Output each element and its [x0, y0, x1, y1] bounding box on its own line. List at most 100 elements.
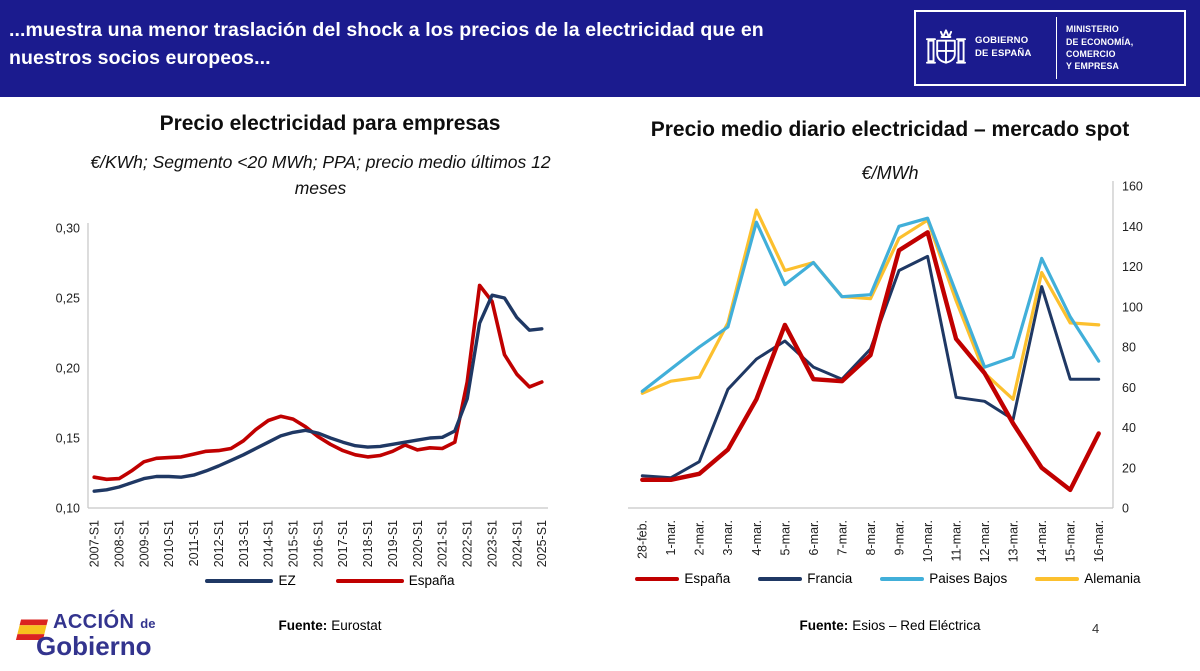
accion-de-gobierno-logo: ACCIÓN de Gobierno: [14, 611, 155, 662]
y-tick-label: 120: [1122, 260, 1143, 274]
x-tick-label: 2013-S1: [237, 520, 251, 567]
x-tick-label: 2022-S1: [461, 520, 475, 567]
logo-divider: [1056, 17, 1057, 79]
gobierno-label-line2: DE ESPAÑA: [975, 48, 1032, 59]
x-tick-label: 2014-S1: [262, 520, 276, 567]
x-tick-label: 5-mar.: [778, 520, 792, 555]
legend-swatch: [335, 578, 404, 583]
x-tick-label: 10-mar.: [921, 520, 935, 562]
series-españa: [92, 283, 544, 482]
x-tick-label: 14-mar.: [1035, 520, 1049, 562]
legend-item-francia: Francia: [758, 571, 852, 586]
legend-item-ez: EZ: [205, 573, 296, 588]
y-tick-label: 140: [1122, 220, 1143, 234]
line-chart-empresas: 0,10 0,15 0,20 0,25 0,30 2007-S1 2008-S1 2009-S…: [56, 222, 550, 568]
x-tick-label: 2007-S1: [88, 520, 102, 567]
x-tick-label: 28-feb.: [636, 520, 650, 559]
x-tick-label: 2010-S1: [162, 520, 176, 567]
source-label: Fuente:: [278, 618, 328, 633]
legend-label: Alemania: [1084, 571, 1141, 586]
flag-stripe-middle: [17, 625, 47, 635]
series-españa: [640, 230, 1101, 493]
x-tick-label: 11-mar.: [949, 520, 963, 561]
source-text: Esios – Red Eléctrica: [852, 618, 981, 633]
slide-title-line2: nuestros socios europeos...: [9, 47, 271, 70]
chart-empresas-title: Precio electricidad para empresas: [159, 112, 501, 135]
ministry-line2: DE ECONOMÍA, COMERCIO: [1066, 36, 1134, 59]
gobierno-logo: GOBIERNO DE ESPAÑA MINISTERIO DE ECONOMÍ…: [914, 10, 1186, 86]
y-tick-label: 0,30: [56, 222, 80, 236]
accion-logo-text: ACCIÓN de Gobierno: [36, 611, 155, 662]
chart-empresas-subtitle: €/KWh; Segmento <20 MWh; PPA; precio med…: [90, 152, 551, 199]
chart-empresas-legend: EZ España: [60, 573, 600, 588]
y-tick-label: 0,25: [56, 292, 80, 306]
series-alemania: [640, 208, 1101, 401]
legend-label: España: [408, 573, 455, 588]
x-tick-label: 16-mar.: [1092, 520, 1106, 562]
y-tick-label: 20: [1122, 461, 1136, 475]
chart-empresas-source: Fuente: Eurostat: [60, 618, 600, 633]
x-tick-label: 2024-S1: [510, 520, 524, 567]
series-ez: [92, 293, 544, 493]
y-tick-label: 40: [1122, 421, 1136, 435]
accion-line2: Gobierno: [36, 631, 152, 661]
accion-de-word: de: [140, 616, 156, 631]
header-bar: ...muestra una menor traslación del shoc…: [0, 0, 1200, 97]
x-tick-label: 2009-S1: [137, 520, 151, 567]
x-tick-label: 2011-S1: [187, 520, 201, 566]
y-tick-label: 160: [1122, 180, 1143, 194]
series-francia: [640, 254, 1101, 480]
legend-swatch: [758, 576, 803, 581]
gobierno-label: GOBIERNO DE ESPAÑA: [975, 35, 1032, 61]
legend-swatch: [205, 578, 274, 583]
ministry-label: MINISTERIO DE ECONOMÍA, COMERCIO Y EMPRE…: [1057, 12, 1184, 84]
page-number: 4: [1092, 621, 1100, 636]
x-tick-label: 9-mar.: [892, 520, 906, 555]
source-label: Fuente:: [799, 618, 849, 633]
x-tick-label: 13-mar.: [1007, 520, 1021, 562]
legend-item-españa: España: [635, 571, 730, 586]
y-tick-label: 0,15: [56, 432, 80, 446]
slide-title: ...muestra una menor traslación del shoc…: [9, 16, 899, 73]
x-tick-label: 3-mar.: [721, 520, 735, 555]
flag-stripe-bottom: [15, 634, 45, 640]
x-tick-label: 2012-S1: [212, 520, 226, 567]
chart-spot-legend: España Francia Paises Bajos Alemania: [610, 571, 1166, 586]
legend-item-alemania: Alemania: [1035, 571, 1141, 586]
x-tick-label: 2020-S1: [411, 520, 425, 567]
legend-swatch: [1035, 576, 1080, 581]
x-tick-label: 2017-S1: [336, 520, 350, 567]
accion-word: ACCIÓN: [53, 611, 135, 633]
x-tick-label: 15-mar.: [1064, 520, 1078, 562]
y-tick-label: 0,20: [56, 362, 80, 376]
accion-line1: ACCIÓN de: [53, 611, 155, 634]
coat-of-arms-icon: [925, 29, 967, 64]
y-tick-label: 0,10: [56, 502, 80, 516]
x-tick-label: 6-mar.: [807, 520, 821, 555]
line-chart-spot: 0 20 40 60 80 100 120 140 160 28-feb. 1-mar. 2-mar.…: [628, 180, 1143, 562]
y-tick-label: 80: [1122, 341, 1136, 355]
chart-spot-source: Fuente: Esios – Red Eléctrica: [616, 618, 1164, 633]
legend-label: Paises Bajos: [929, 571, 1008, 586]
legend-label: Francia: [807, 571, 853, 586]
chart-spot-subtitle: €/MWh: [861, 163, 919, 183]
x-tick-label: 8-mar.: [864, 520, 878, 555]
chart-spot-title: Precio medio diario electricidad – merca…: [650, 118, 1130, 141]
legend-item-españa: España: [335, 573, 455, 588]
y-tick-label: 100: [1122, 300, 1143, 314]
gobierno-logo-left: GOBIERNO DE ESPAÑA: [916, 12, 1056, 84]
y-tick-label: 60: [1122, 381, 1136, 395]
flag-stripe-top: [19, 619, 48, 626]
ministry-line1: MINISTERIO: [1066, 24, 1119, 35]
x-tick-label: 12-mar.: [978, 520, 992, 562]
x-tick-label: 2015-S1: [287, 520, 301, 567]
slide-title-line1: ...muestra una menor traslación del shoc…: [9, 19, 764, 41]
x-tick-label: 1-mar.: [664, 520, 678, 555]
x-tick-label: 2-mar.: [693, 520, 707, 555]
x-tick-label: 7-mar.: [835, 520, 849, 555]
x-tick-label: 4-mar.: [750, 520, 764, 555]
x-tick-label: 2016-S1: [311, 520, 325, 567]
source-text: Eurostat: [331, 618, 382, 633]
gobierno-label-line1: GOBIERNO: [975, 35, 1029, 47]
x-tick-label: 2025-S1: [535, 520, 549, 567]
